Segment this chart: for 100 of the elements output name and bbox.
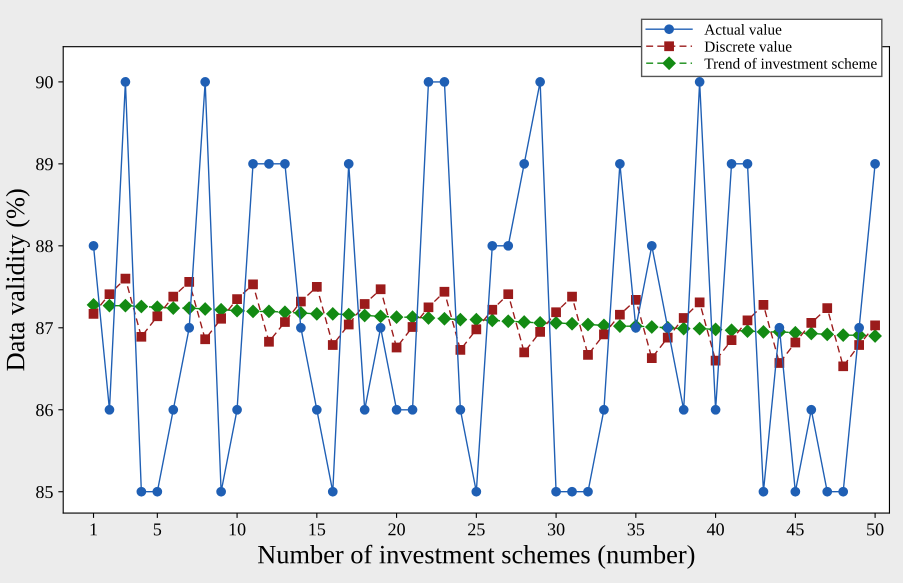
- point: [118, 299, 132, 312]
- y-tick-label: 89: [36, 158, 53, 170]
- point: [567, 292, 577, 302]
- point: [471, 324, 482, 334]
- point: [408, 404, 418, 415]
- point: [312, 282, 322, 292]
- point: [136, 486, 146, 497]
- point: [152, 311, 162, 322]
- point: [454, 313, 467, 326]
- point: [567, 486, 577, 497]
- point: [694, 77, 705, 87]
- point: [280, 317, 290, 327]
- y-tick-label: 85: [36, 486, 53, 498]
- point: [104, 289, 114, 300]
- legend-label: Actual value: [704, 24, 782, 35]
- point: [248, 279, 258, 290]
- point: [502, 314, 515, 328]
- point: [870, 320, 880, 330]
- point: [726, 158, 736, 169]
- point: [120, 77, 130, 87]
- point: [677, 322, 690, 336]
- point: [278, 306, 292, 319]
- point: [868, 329, 882, 343]
- point: [102, 299, 116, 312]
- y-tick-label: 90: [36, 76, 53, 88]
- point: [230, 304, 244, 318]
- point: [535, 327, 545, 337]
- point: [216, 486, 226, 497]
- point: [358, 308, 372, 322]
- point: [646, 240, 657, 251]
- point: [168, 292, 178, 302]
- point: [615, 158, 625, 169]
- point: [806, 318, 816, 328]
- y-tick-label: 88: [36, 240, 53, 252]
- point: [599, 329, 609, 340]
- point: [790, 338, 800, 348]
- point: [216, 314, 226, 324]
- point: [838, 486, 848, 497]
- point: [503, 289, 514, 300]
- point: [870, 158, 880, 169]
- x-tick-label: 40: [706, 523, 724, 536]
- point: [390, 310, 404, 324]
- point: [804, 326, 818, 340]
- point: [392, 342, 402, 352]
- point: [790, 486, 800, 497]
- point: [551, 486, 561, 497]
- x-tick-label: 50: [867, 523, 884, 536]
- point: [820, 328, 834, 341]
- point: [740, 324, 754, 338]
- point: [518, 315, 531, 329]
- legend-label: Trend of investment scheme: [704, 58, 877, 69]
- point: [440, 286, 450, 297]
- point: [408, 322, 418, 332]
- point: [758, 486, 768, 497]
- point: [344, 320, 354, 330]
- point: [678, 404, 689, 415]
- point: [583, 350, 593, 360]
- x-tick-label: 25: [468, 523, 485, 536]
- point: [693, 322, 706, 336]
- point: [152, 486, 162, 497]
- point: [200, 77, 210, 87]
- point: [503, 240, 514, 251]
- point: [519, 348, 530, 358]
- point: [326, 307, 340, 320]
- point: [120, 274, 130, 284]
- point: [726, 335, 736, 345]
- point: [774, 322, 784, 333]
- x-tick-label: 10: [230, 523, 246, 536]
- point: [376, 284, 386, 294]
- point: [168, 404, 178, 415]
- point: [550, 316, 563, 330]
- point: [246, 304, 260, 318]
- point: [583, 486, 593, 497]
- point: [296, 322, 306, 333]
- x-axis-title: Number of investment schemes (number): [258, 544, 694, 569]
- point: [264, 336, 274, 347]
- x-tick-label: 15: [309, 523, 326, 536]
- point: [88, 240, 98, 251]
- point: [822, 486, 832, 497]
- point: [854, 322, 864, 333]
- point: [678, 313, 689, 323]
- point: [742, 158, 752, 169]
- x-tick-label: 1: [90, 523, 97, 536]
- y-axis-title: Data validity (%): [6, 189, 30, 371]
- point: [406, 310, 420, 324]
- x-tick-label: 20: [388, 523, 405, 536]
- point: [724, 324, 738, 337]
- point: [710, 404, 720, 415]
- x-tick-label: 45: [786, 523, 804, 536]
- point: [806, 404, 816, 415]
- point: [838, 361, 848, 372]
- point: [456, 404, 466, 415]
- point: [613, 320, 626, 333]
- point: [166, 302, 180, 315]
- point: [376, 322, 386, 333]
- point: [374, 310, 388, 323]
- point: [232, 294, 242, 304]
- point: [198, 302, 212, 316]
- y-tick-label: 86: [36, 404, 53, 416]
- point: [342, 308, 356, 322]
